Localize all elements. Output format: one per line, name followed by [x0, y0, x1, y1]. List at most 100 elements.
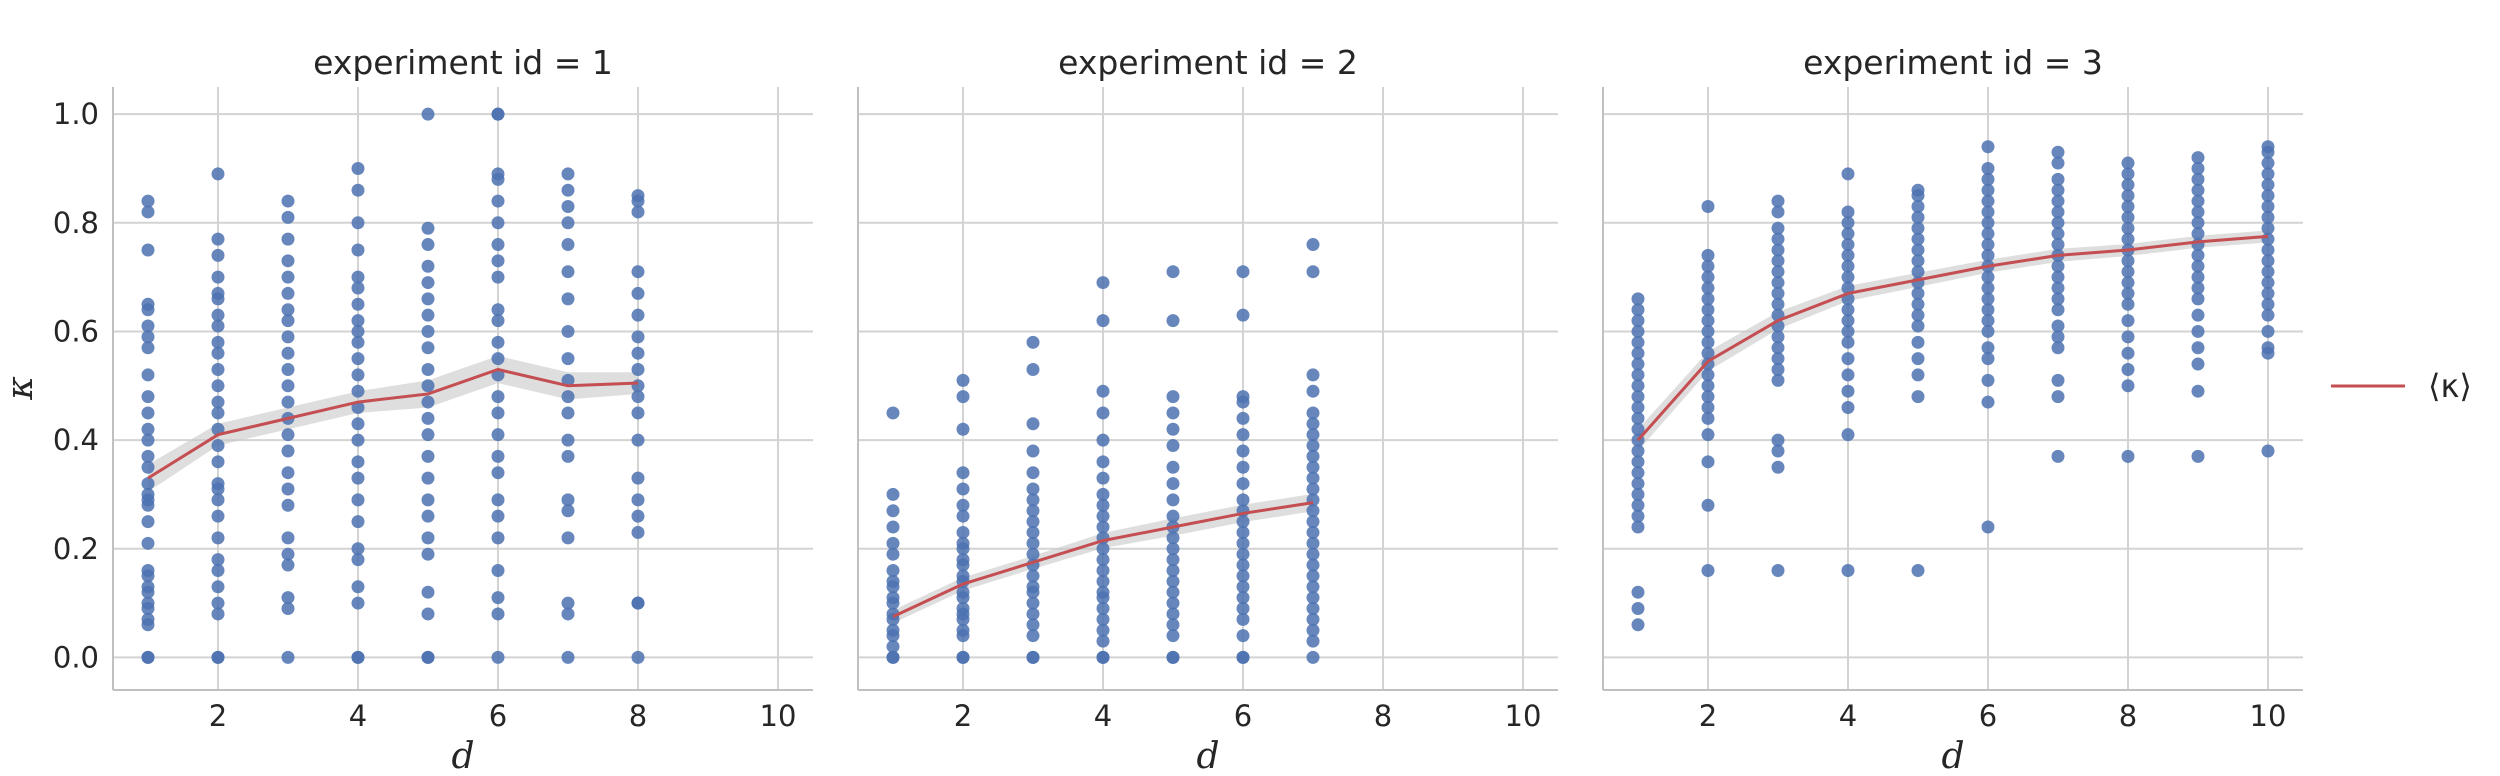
data-point [886, 547, 900, 561]
data-point [1631, 303, 1645, 317]
x-tick-label: 6 [489, 699, 507, 733]
data-point [491, 194, 505, 208]
data-point [1771, 362, 1785, 376]
data-point [1096, 553, 1110, 567]
data-point [351, 384, 365, 398]
data-point [1981, 161, 1995, 175]
data-point [491, 270, 505, 284]
data-point [1981, 303, 1995, 317]
data-point [1236, 629, 1250, 643]
data-point [141, 319, 155, 333]
data-point [1981, 520, 1995, 534]
data-point [1701, 346, 1715, 360]
data-point [491, 650, 505, 664]
data-point [1981, 238, 1995, 252]
data-point [1306, 460, 1320, 474]
data-point [1096, 623, 1110, 637]
data-point [1306, 482, 1320, 496]
data-point [1841, 314, 1855, 328]
data-point [1771, 205, 1785, 219]
data-point [1306, 449, 1320, 463]
data-point [491, 406, 505, 420]
data-point [491, 216, 505, 230]
data-point [886, 574, 900, 588]
data-point [1981, 324, 1995, 338]
data-point [1026, 536, 1040, 550]
data-point [141, 433, 155, 447]
data-point [421, 449, 435, 463]
data-point [1981, 183, 1995, 197]
data-point [421, 379, 435, 393]
data-point [1631, 520, 1645, 534]
data-point [211, 232, 225, 246]
data-point [421, 650, 435, 664]
data-point [1026, 525, 1040, 539]
data-point [1306, 525, 1320, 539]
data-point [351, 542, 365, 556]
data-point [1236, 536, 1250, 550]
data-point [1166, 650, 1180, 664]
data-point [1841, 281, 1855, 295]
data-point [1096, 455, 1110, 469]
data-point [1981, 373, 1995, 387]
data-point [281, 270, 295, 284]
panel-title: experiment id = 1 [313, 43, 613, 82]
data-point [1981, 194, 1995, 208]
panels-layer: experiment id = 1 2 4 6 8 10 0.0 0.2 0.4 0.6 0.8 1.… [53, 43, 2303, 776]
data-point [1981, 341, 1995, 355]
data-point [211, 308, 225, 322]
data-point [1631, 509, 1645, 523]
data-point [1026, 547, 1040, 561]
data-point [1981, 227, 1995, 241]
data-point [1701, 401, 1715, 415]
data-point [1701, 498, 1715, 512]
data-point [2261, 276, 2275, 290]
data-point [1841, 238, 1855, 252]
data-point [1911, 254, 1925, 268]
data-point [421, 341, 435, 355]
data-point [2051, 172, 2065, 186]
data-point [2121, 286, 2135, 300]
data-point [2191, 357, 2205, 371]
data-point [1631, 455, 1645, 469]
data-point [2191, 259, 2205, 273]
data-point [211, 319, 225, 333]
data-point [281, 254, 295, 268]
data-point [211, 531, 225, 545]
data-point [1771, 243, 1785, 257]
data-point [281, 232, 295, 246]
data-point [281, 286, 295, 300]
data-point [2121, 178, 2135, 192]
data-point [1096, 585, 1110, 599]
data-point [1981, 292, 1995, 306]
data-point [2121, 210, 2135, 224]
data-point [2051, 156, 2065, 170]
confidence-band [1638, 230, 2268, 451]
data-point [281, 498, 295, 512]
data-point [1981, 172, 1995, 186]
data-point [421, 362, 435, 376]
data-point [1911, 232, 1925, 246]
data-point [561, 183, 575, 197]
data-point [956, 650, 970, 664]
data-point [141, 422, 155, 436]
data-point [491, 314, 505, 328]
data-point [1236, 580, 1250, 594]
data-point [1841, 167, 1855, 181]
data-point [351, 417, 365, 431]
data-point [561, 238, 575, 252]
x-tick-label: 2 [1699, 699, 1717, 733]
data-point [281, 558, 295, 572]
data-point [2051, 259, 2065, 273]
data-point [1911, 183, 1925, 197]
data-point [281, 428, 295, 442]
data-point [2261, 140, 2275, 154]
data-point [1841, 227, 1855, 241]
data-point [281, 395, 295, 409]
data-point [1166, 618, 1180, 632]
data-point [1096, 509, 1110, 523]
x-tick-label: 6 [1234, 699, 1252, 733]
data-point [1236, 493, 1250, 507]
data-point [1631, 411, 1645, 425]
mean-kappa-line [892, 501, 1314, 619]
